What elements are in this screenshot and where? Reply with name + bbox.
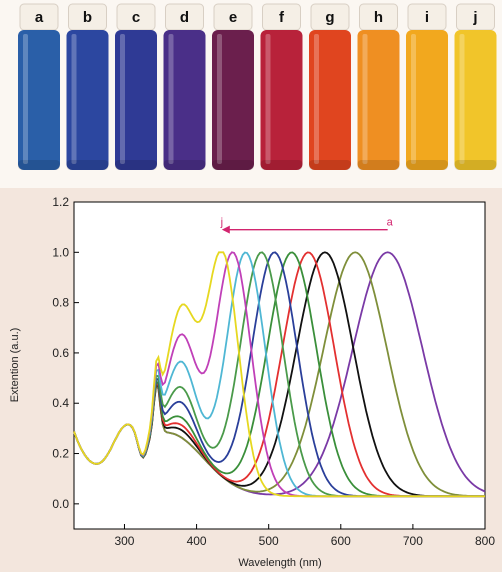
- annotation-label-end: j: [220, 217, 223, 229]
- y-tick-label: 1.0: [52, 245, 69, 259]
- vial-d: d: [163, 3, 206, 170]
- vial-body: [163, 30, 206, 170]
- vial-body: [309, 30, 351, 170]
- vial-highlight: [71, 34, 77, 164]
- y-tick-label: 0.8: [52, 296, 69, 310]
- vial-base: [163, 160, 206, 170]
- y-axis-title: Extention (a.u.): [9, 328, 21, 403]
- vial-e: e: [212, 3, 254, 170]
- vial-body: [66, 30, 109, 170]
- vial-label: c: [132, 9, 140, 26]
- shift-arrow-head: [221, 225, 230, 234]
- y-axis: 0.0 0.2 0.4 0.6 0.8 1.0 1.2: [52, 195, 79, 511]
- vial-j: j: [454, 3, 497, 170]
- vial-highlight: [23, 34, 28, 164]
- vial-base: [18, 160, 60, 170]
- series-line-j: [73, 251, 485, 498]
- vial-base: [406, 160, 448, 170]
- vial-highlight: [120, 34, 125, 164]
- x-tick-label: 800: [475, 534, 495, 548]
- vial-b: b: [66, 3, 109, 170]
- vial-body: [18, 30, 60, 170]
- vial-label: d: [180, 9, 189, 26]
- y-tick-label: 0.2: [52, 447, 69, 461]
- x-tick-label: 600: [331, 534, 351, 548]
- vial-body: [357, 30, 400, 170]
- x-tick-label: 400: [187, 534, 207, 548]
- x-tick-label: 700: [403, 534, 423, 548]
- shift-annotation: aj: [220, 217, 394, 234]
- vial-i: i: [406, 3, 448, 170]
- y-tick-label: 1.2: [52, 195, 69, 209]
- vial-body: [260, 30, 303, 170]
- vial-highlight: [459, 34, 465, 164]
- vial-base: [260, 160, 303, 170]
- vial-label: i: [425, 9, 429, 26]
- vial-label: b: [83, 9, 92, 26]
- vial-g: g: [309, 3, 351, 170]
- vial-c: c: [115, 3, 157, 170]
- vial-label: a: [35, 9, 44, 26]
- vial-body: [406, 30, 448, 170]
- vial-highlight: [314, 34, 319, 164]
- x-axis: 300 400 500 600 700 800: [114, 524, 495, 548]
- x-tick-label: 500: [259, 534, 279, 548]
- vial-body: [454, 30, 497, 170]
- vial-label: g: [325, 9, 334, 26]
- vial-body: [115, 30, 157, 170]
- x-tick-label: 300: [114, 534, 134, 548]
- extinction-chart: 0.0 0.2 0.4 0.6 0.8 1.0 1.2 300 400 500 600 700 800…: [9, 195, 495, 569]
- annotation-label-start: a: [387, 217, 394, 229]
- vial-base: [357, 160, 400, 170]
- vial-base: [115, 160, 157, 170]
- vial-label: f: [279, 9, 285, 26]
- vial-label: h: [374, 9, 383, 26]
- vial-highlight: [217, 34, 222, 164]
- vial-highlight: [411, 34, 416, 164]
- y-tick-label: 0.4: [52, 396, 69, 410]
- x-axis-title: Wavelength (nm): [238, 557, 321, 569]
- vial-f: f: [260, 3, 303, 170]
- series-lines: [73, 251, 486, 498]
- vial-base: [309, 160, 351, 170]
- vials-photo: a b c d e f g h i j: [0, 0, 502, 188]
- vial-base: [212, 160, 254, 170]
- vial-highlight: [265, 34, 271, 164]
- y-tick-label: 0.0: [52, 497, 69, 511]
- vial-body: [212, 30, 254, 170]
- vial-base: [454, 160, 497, 170]
- vial-h: h: [357, 3, 400, 170]
- y-tick-label: 0.6: [52, 346, 69, 360]
- vials-group: a b c d e f g h i j: [18, 3, 497, 170]
- vial-label: j: [472, 9, 477, 26]
- vial-highlight: [168, 34, 174, 164]
- vial-label: e: [229, 9, 237, 26]
- vial-highlight: [362, 34, 368, 164]
- vial-a: a: [18, 3, 60, 170]
- vial-base: [66, 160, 109, 170]
